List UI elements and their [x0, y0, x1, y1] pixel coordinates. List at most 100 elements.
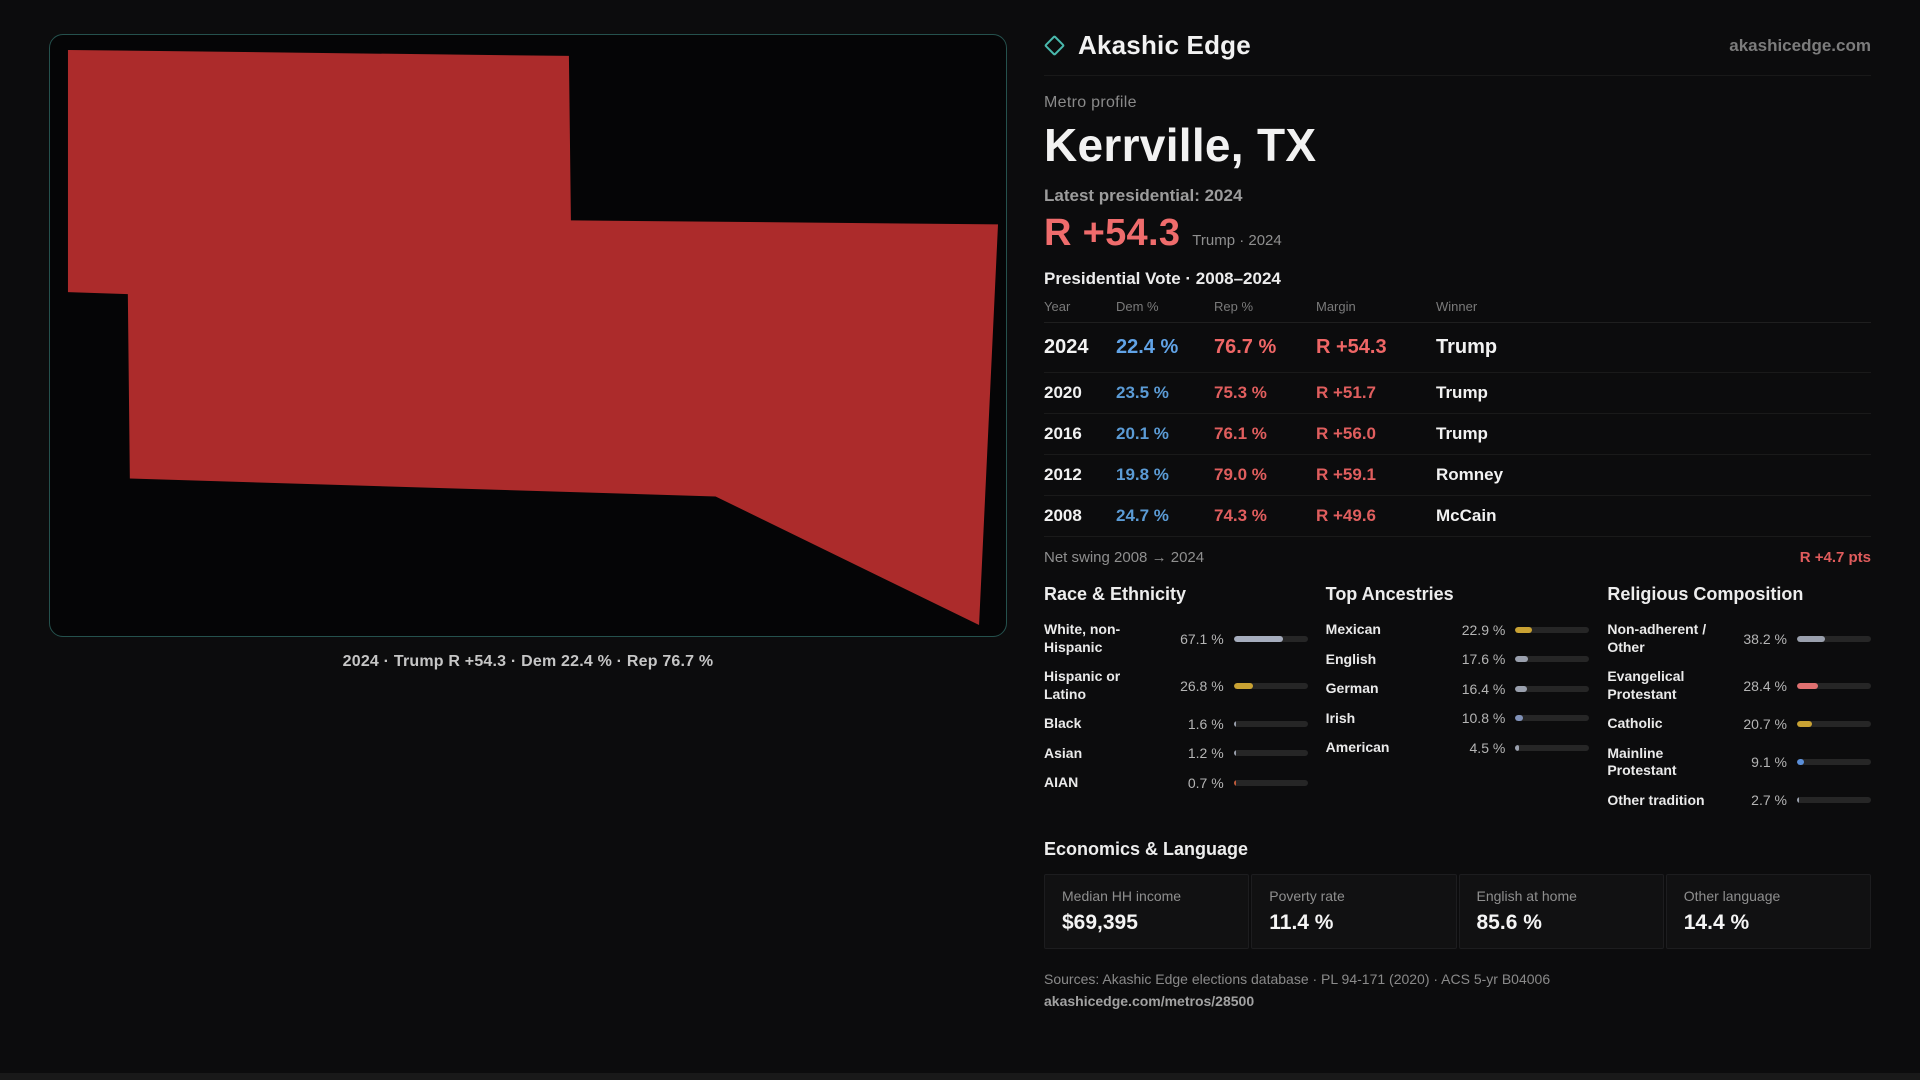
- map-column: 2024 · Trump R +54.3 · Dem 22.4 % · Rep …: [49, 34, 1007, 671]
- bottom-edge: [0, 1073, 1920, 1080]
- permalink[interactable]: akashicedge.com/metros/28500: [1044, 993, 1255, 1009]
- stat-label: Other language: [1683, 888, 1781, 904]
- section-title: Top Ancestries: [1325, 584, 1454, 604]
- vote-table: Year Dem % Rep % Margin Winner 2024 22.4…: [1044, 299, 1871, 537]
- demo-value: 26.8 %: [1180, 677, 1224, 694]
- demo-label: Asian: [1044, 744, 1083, 761]
- demo-row: Asian 1.2 %: [1044, 739, 1308, 769]
- demo-value: 16.4 %: [1461, 680, 1506, 697]
- demo-row: Black 1.6 %: [1044, 709, 1308, 739]
- brand-diamond-icon: [1043, 34, 1066, 57]
- vote-rep-share: 75.3 %: [1214, 383, 1267, 402]
- demo-row: White, non-Hispanic 67.1 %: [1044, 615, 1308, 662]
- demo-label: Hispanic or Latino: [1044, 668, 1121, 702]
- stat-value: 85.6 %: [1476, 911, 1542, 934]
- demo-label: Mainline Protestant: [1607, 744, 1677, 779]
- demo-bar-fill: [1233, 720, 1236, 727]
- demo-label: English: [1325, 650, 1377, 667]
- stat-card: Poverty rate 11.4 %: [1251, 874, 1457, 949]
- metro-profile-panel: Akashic Edge akashicedge.com Metro profi…: [1043, 30, 1871, 1009]
- vote-dem-share: 24.7 %: [1116, 506, 1169, 525]
- demo-label: German: [1325, 680, 1379, 696]
- vote-winner: Trump: [1436, 383, 1488, 402]
- demo-bar-track: [1233, 635, 1308, 642]
- demo-row: American 4.5 %: [1326, 733, 1590, 763]
- demo-bar-track: [1515, 626, 1590, 633]
- vote-dem-share: 20.1 %: [1116, 424, 1169, 443]
- demo-bar-track: [1233, 720, 1308, 727]
- demo-row: Mexican 22.9 %: [1326, 615, 1590, 645]
- demo-row: Non-adherent / Other 38.2 %: [1607, 615, 1871, 662]
- demo-label: Other tradition: [1607, 791, 1705, 808]
- demo-row: Hispanic or Latino 26.8 %: [1044, 662, 1308, 709]
- demo-value: 0.7 %: [1187, 774, 1224, 791]
- demo-bar-fill: [1796, 759, 1804, 765]
- headline-margin: R +54.3: [1044, 212, 1181, 254]
- demo-bar-fill: [1796, 682, 1818, 689]
- demo-bar-track: [1796, 759, 1871, 765]
- demo-row: AIAN 0.7 %: [1044, 768, 1308, 798]
- metro-title: Kerrville, TX: [1044, 119, 1317, 171]
- demo-bar-fill: [1796, 720, 1813, 727]
- vote-year: 2024: [1044, 336, 1089, 358]
- demo-bar-track: [1515, 656, 1590, 663]
- sources-line: Sources: Akashic Edge elections database…: [1044, 971, 1551, 987]
- demo-value: 67.1 %: [1180, 630, 1224, 647]
- stat-value: 14.4 %: [1683, 911, 1750, 934]
- demo-bar-track: [1515, 685, 1590, 692]
- metro-map: [67, 49, 999, 626]
- vote-table-row: 2008 24.7 % 74.3 % R +49.6 McCain: [1044, 496, 1871, 537]
- demo-bar-track: [1233, 682, 1308, 689]
- net-swing-value: R +4.7 pts: [1799, 549, 1871, 566]
- demo-bar-track: [1233, 779, 1308, 786]
- demo-bar-fill: [1796, 797, 1799, 804]
- demo-row: German 16.4 %: [1326, 674, 1590, 704]
- demo-label: AIAN: [1044, 774, 1079, 790]
- vote-margin: R +56.0: [1316, 424, 1377, 443]
- col-dem: Dem %: [1116, 299, 1159, 314]
- demo-bar-fill: [1233, 635, 1284, 642]
- net-swing-row: Net swing 2008 → 2024 R +4.7 pts: [1044, 549, 1871, 566]
- metro-map-panel: [49, 34, 1007, 637]
- map-caption: 2024 · Trump R +54.3 · Dem 22.4 % · Rep …: [342, 653, 714, 670]
- section-title: Race & Ethnicity: [1044, 584, 1187, 604]
- vote-rep-share: 74.3 %: [1214, 506, 1267, 525]
- vote-winner: McCain: [1436, 506, 1497, 525]
- demo-bar-fill: [1233, 779, 1236, 786]
- vote-margin: R +59.1: [1316, 465, 1377, 484]
- demo-row: Irish 10.8 %: [1326, 704, 1590, 734]
- demo-row: Mainline Protestant 9.1 %: [1607, 739, 1871, 786]
- demo-label: Irish: [1325, 709, 1356, 726]
- app-header: Akashic Edge akashicedge.com: [1043, 30, 1871, 76]
- demo-value: 20.7 %: [1743, 715, 1787, 732]
- vote-dem-share: 22.4 %: [1116, 336, 1179, 358]
- demo-label: Catholic: [1607, 715, 1663, 731]
- vote-year: 2020: [1044, 383, 1082, 402]
- demo-bar-track: [1796, 635, 1871, 642]
- vote-year: 2012: [1044, 465, 1082, 484]
- headline-result: R +54.3 Trump · 2024: [1044, 212, 1871, 255]
- demo-bar-fill: [1515, 744, 1519, 751]
- demo-bar-track: [1233, 750, 1308, 757]
- section-title: Religious Composition: [1607, 584, 1804, 604]
- demo-bar-fill: [1515, 715, 1524, 722]
- vote-year: 2008: [1044, 506, 1082, 525]
- vote-table-row: 2024 22.4 % 76.7 % R +54.3 Trump: [1044, 323, 1871, 373]
- economics-stat-cards: Median HH income $69,395 Poverty rate 11…: [1044, 874, 1871, 949]
- top-ancestries-section: Top Ancestries Mexican 22.9 % English 17…: [1326, 584, 1590, 815]
- vote-winner: Trump: [1436, 336, 1498, 358]
- site-link[interactable]: akashicedge.com: [1729, 35, 1871, 55]
- vote-table-title: Presidential Vote · 2008–2024: [1044, 269, 1281, 288]
- demo-value: 1.2 %: [1187, 745, 1224, 762]
- vote-dem-share: 19.8 %: [1116, 465, 1169, 484]
- vote-winner: Trump: [1436, 424, 1488, 443]
- vote-table-row: 2016 20.1 % 76.1 % R +56.0 Trump: [1044, 414, 1871, 455]
- col-winner: Winner: [1436, 299, 1478, 314]
- demo-value: 10.8 %: [1461, 710, 1506, 727]
- stat-card: English at home 85.6 %: [1458, 874, 1664, 949]
- demo-label: Evangelical Protestant: [1607, 668, 1685, 702]
- stat-value: $69,395: [1062, 911, 1138, 934]
- religious-composition-section: Religious Composition Non-adherent / Oth…: [1607, 584, 1871, 815]
- demo-row: English 17.6 %: [1326, 645, 1590, 675]
- demo-value: 17.6 %: [1461, 651, 1506, 668]
